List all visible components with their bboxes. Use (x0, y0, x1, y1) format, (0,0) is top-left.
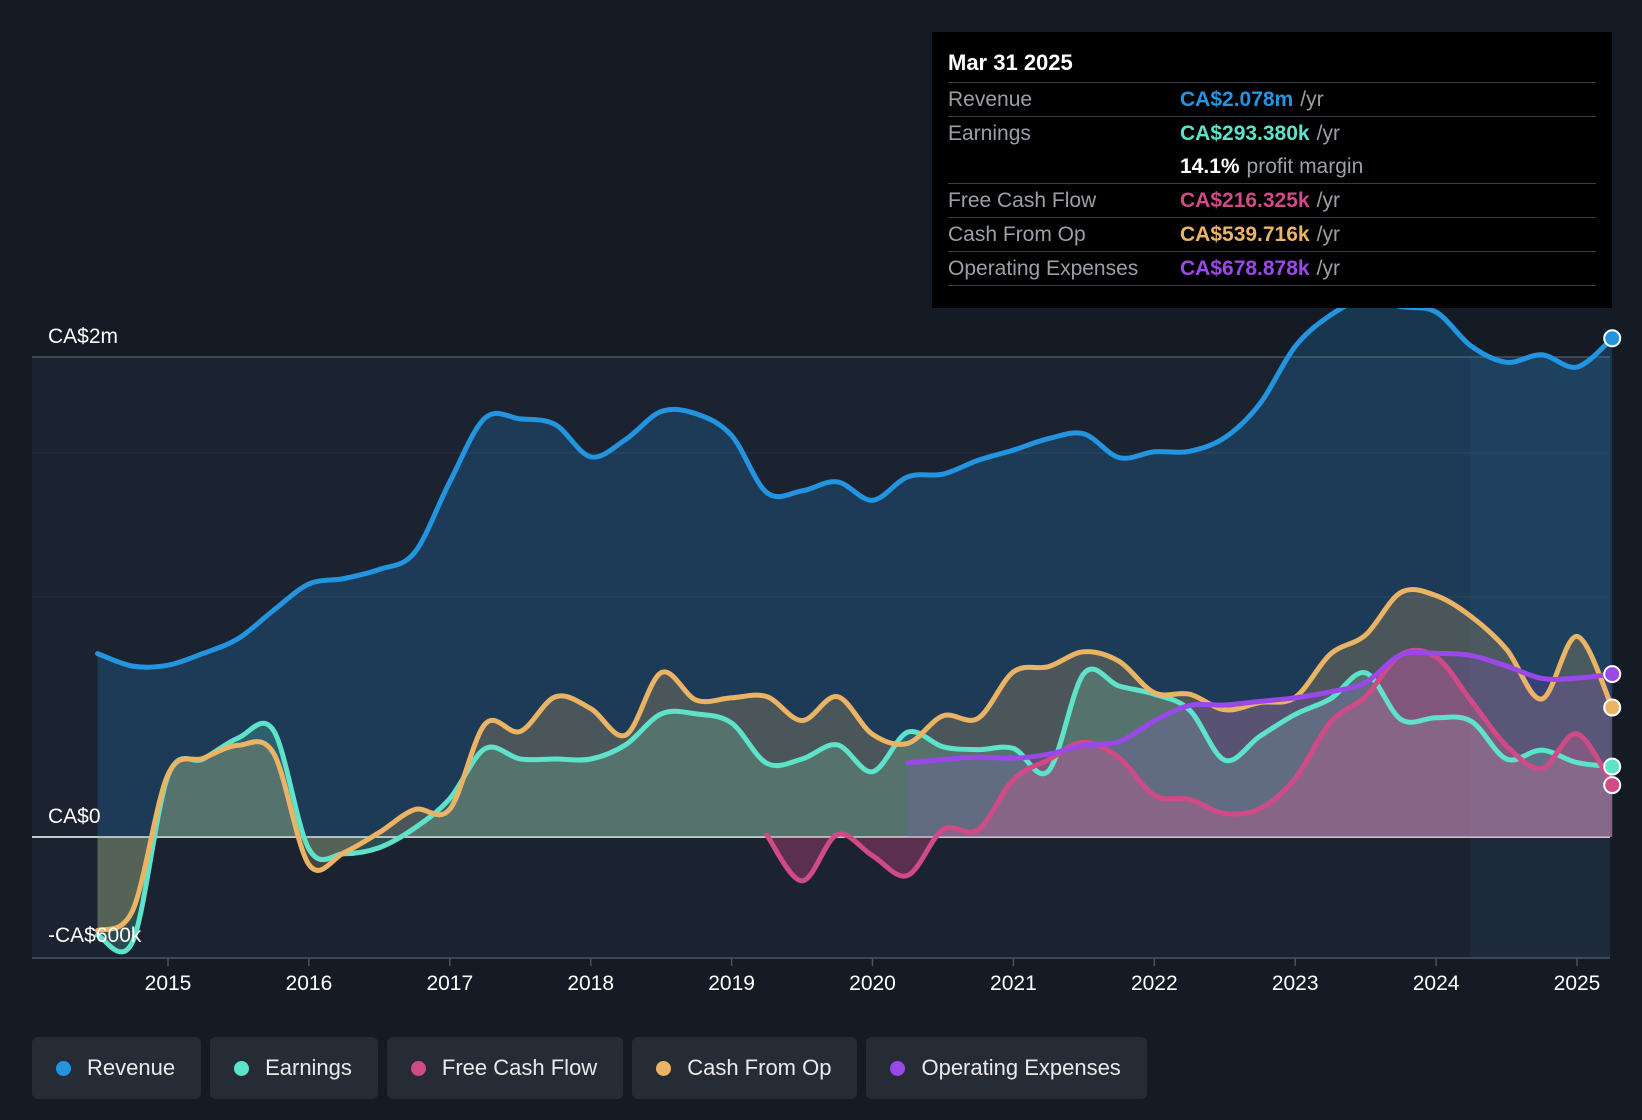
tooltip-label-empty (948, 150, 1180, 183)
legend-item-cash-from-op[interactable]: Cash From Op (632, 1037, 858, 1099)
tooltip-label: Cash From Op (948, 223, 1086, 246)
legend-item-earnings[interactable]: Earnings (210, 1037, 378, 1099)
gridlines (32, 356, 1610, 959)
tooltip-label: Operating Expenses (948, 257, 1139, 280)
tooltip-value: CA$293.380k (1180, 122, 1310, 145)
operating-expenses-area (907, 652, 1613, 837)
tooltip-unit: /yr (1316, 223, 1340, 246)
free-cash-flow-end-marker (1603, 776, 1622, 795)
revenue-end-marker (1603, 329, 1622, 348)
legend-dot-icon (656, 1060, 672, 1076)
tooltip-label: Free Cash Flow (948, 189, 1097, 212)
tooltip-label: Revenue (948, 88, 1033, 111)
profit-margin-value: 14.1% (1180, 155, 1240, 178)
legend-item-free-cash-flow[interactable]: Free Cash Flow (386, 1037, 624, 1099)
earnings-area (97, 669, 1613, 952)
profit-margin-text: profit margin (1246, 155, 1364, 178)
tooltip-row-revenue: Revenue CA$2.078m /yr (948, 83, 1596, 117)
legend-label: Revenue (87, 1055, 176, 1080)
y-tick-label: -CA$600k (48, 924, 142, 947)
legend-label: Cash From Op (687, 1055, 832, 1080)
tooltip-date: Mar 31 2025 (948, 46, 1596, 83)
x-tick-label: 2016 (286, 972, 333, 995)
legend-dot-icon (890, 1060, 906, 1076)
x-tick-label: 2018 (567, 972, 614, 995)
tooltip-unit: /yr (1316, 189, 1340, 212)
forecast-region (1470, 357, 1610, 959)
legend-item-revenue[interactable]: Revenue (32, 1037, 202, 1099)
past-region (32, 357, 1470, 959)
series-lines (95, 295, 1615, 955)
legend-label: Free Cash Flow (441, 1055, 598, 1080)
tooltip-unit: /yr (1316, 122, 1340, 145)
end-markers (1603, 329, 1622, 795)
x-tick-label: 2015 (145, 972, 192, 995)
x-tick-label: 2021 (990, 972, 1037, 995)
earnings-end-marker (1603, 757, 1622, 776)
x-tick-label: 2017 (426, 972, 473, 995)
tooltip-row-fcf: Free Cash Flow CA$216.325k /yr (948, 184, 1596, 218)
y-tick-label: CA$0 (48, 805, 101, 828)
x-tick-label: 2024 (1413, 972, 1460, 995)
legend: Revenue Earnings Free Cash Flow Cash Fro… (32, 1037, 1147, 1099)
x-tick-label: 2022 (1131, 972, 1178, 995)
y-tick-label: CA$2m (48, 325, 118, 348)
free-cash-flow-area (766, 650, 1613, 881)
tooltip-row-margin: 14.1% profit margin (948, 150, 1596, 184)
tooltip-label: Earnings (948, 122, 1031, 145)
legend-dot-icon (56, 1060, 71, 1076)
legend-dot-icon (234, 1060, 250, 1076)
y-axis-labels: CA$2m CA$0 -CA$600k (48, 325, 142, 947)
tooltip-row-cfo: Cash From Op CA$539.716k /yr (948, 218, 1596, 252)
tooltip-value: CA$678.878k (1180, 257, 1310, 280)
tooltip-value: CA$2.078m (1180, 88, 1294, 111)
earnings-line (95, 666, 1615, 955)
tooltip-unit: /yr (1316, 257, 1340, 280)
tooltip-value: CA$539.716k (1180, 223, 1310, 246)
cash-from-op-line (95, 586, 1615, 934)
operating-expenses-line (905, 649, 1615, 766)
x-tick-label: 2025 (1554, 972, 1601, 995)
free-cash-flow-line (764, 647, 1615, 884)
tooltip-value: CA$216.325k (1180, 189, 1310, 212)
tooltip-row-opex: Operating Expenses CA$678.878k /yr (948, 252, 1596, 286)
legend-item-operating-expenses[interactable]: Operating Expenses (866, 1037, 1147, 1099)
x-axis-labels: 2015 2016 2017 2018 2019 2020 2021 2022 2023 2024… (145, 958, 1601, 995)
cash-from-op-end-marker (1603, 698, 1622, 717)
legend-label: Operating Expenses (921, 1055, 1121, 1080)
tooltip-row-earnings: Earnings CA$293.380k /yr (948, 117, 1596, 150)
x-tick-label: 2020 (849, 972, 896, 995)
legend-label: Earnings (265, 1055, 352, 1080)
operating-expenses-end-marker (1603, 665, 1622, 684)
x-tick-label: 2019 (708, 972, 755, 995)
tooltip-panel: Mar 31 2025 Revenue CA$2.078m /yr Earnin… (932, 32, 1612, 308)
tooltip-unit: /yr (1300, 88, 1324, 111)
x-tick-label: 2023 (1272, 972, 1319, 995)
legend-dot-icon (410, 1060, 426, 1076)
